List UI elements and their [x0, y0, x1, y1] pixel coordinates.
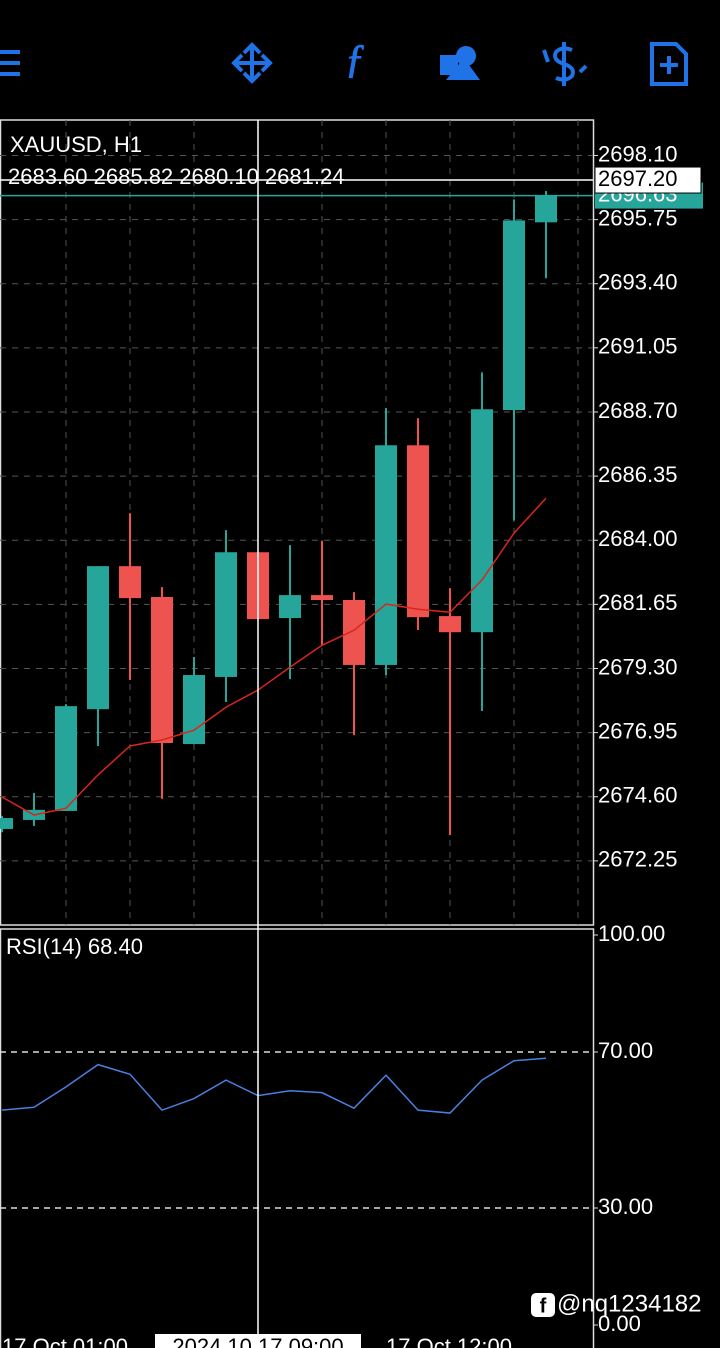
rsi-title: RSI(14) 68.40 — [6, 934, 143, 959]
rsi-line — [1, 1057, 547, 1114]
y-tick-label: 2684.00 — [598, 526, 678, 551]
y-tick-label: 0.00 — [598, 1311, 641, 1336]
candle-body — [0, 818, 13, 829]
objects-button[interactable] — [440, 46, 480, 80]
candle-body — [503, 220, 525, 411]
candle-body — [215, 552, 237, 677]
toolbar: ƒ — [0, 36, 688, 86]
y-tick-label: 2695.75 — [598, 205, 678, 230]
candle-body — [439, 616, 461, 633]
candle-body — [151, 596, 173, 743]
candle-body — [407, 445, 429, 618]
y-tick-label: 70.00 — [598, 1038, 653, 1063]
y-tick-label: 2688.70 — [598, 398, 678, 423]
candle-body — [343, 599, 365, 665]
candle-body — [471, 409, 493, 633]
x-tick-label: 2024.10.17 09:00 — [172, 1334, 343, 1348]
facebook-icon-letter: f — [540, 1295, 547, 1317]
candle-body — [375, 445, 397, 665]
price-panel-border — [0, 119, 595, 926]
menu-button[interactable] — [0, 50, 20, 76]
trade-button[interactable] — [542, 42, 588, 86]
y-tick-label: 2691.05 — [598, 334, 678, 359]
y-tick-label: 2693.40 — [598, 270, 678, 295]
y-tick-label: 2686.35 — [598, 462, 678, 487]
new-order-button[interactable] — [650, 42, 688, 86]
candle-body — [55, 706, 77, 811]
chart-frame — [0, 119, 595, 1348]
indicators-button[interactable]: ƒ — [345, 36, 366, 82]
candle-body — [535, 195, 557, 223]
y-tick-label: 2676.95 — [598, 718, 678, 743]
watermark: f @nq1234182 — [531, 1290, 702, 1317]
y-tick-label: 2681.65 — [598, 590, 678, 615]
y-tick-label: 30.00 — [598, 1194, 653, 1219]
candle-body — [311, 595, 333, 600]
y-tick-label: 2679.30 — [598, 654, 678, 679]
candle-body — [119, 566, 141, 599]
rsi-panel-border — [0, 928, 595, 1348]
x-tick-label: 17 Oct 12:00 — [386, 1334, 512, 1348]
watermark-text: @nq1234182 — [557, 1290, 702, 1317]
moving-average-line — [1, 497, 547, 816]
ohlc-readout: 2683.60 2685.82 2680.10 2681.24 — [8, 164, 344, 189]
candle-body — [183, 675, 205, 745]
candle-body — [279, 595, 301, 619]
y-tick-label: 2698.10 — [598, 141, 678, 166]
chart-title: XAUUSD, H1 — [10, 132, 142, 157]
crosshair-time-box — [155, 1334, 361, 1348]
y-tick-label: 2672.25 — [598, 847, 678, 872]
x-tick-label: 17 Oct 01:00 — [2, 1334, 128, 1348]
facebook-icon — [531, 1293, 555, 1317]
icon-f: ƒ — [345, 36, 365, 81]
y-tick-label: 100.00 — [598, 921, 665, 946]
crosshair-button[interactable] — [231, 42, 273, 84]
y-tick-label: 2674.60 — [598, 783, 678, 808]
crosshair-price-label: 2697.20 — [598, 166, 678, 191]
crosshair-price-box — [594, 166, 702, 194]
candle-body — [87, 566, 109, 710]
